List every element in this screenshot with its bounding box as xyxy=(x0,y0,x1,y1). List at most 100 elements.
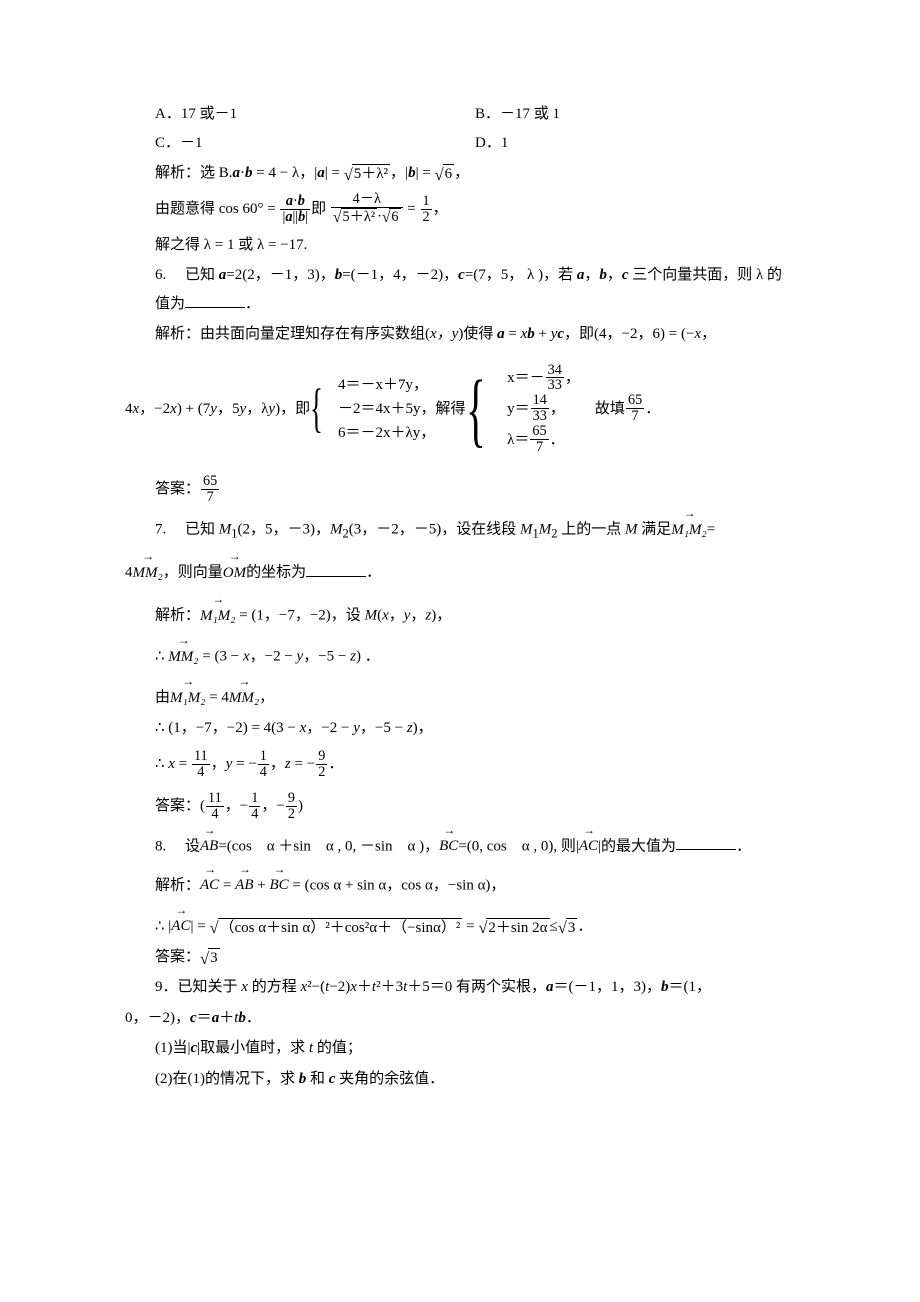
q7-sol4: ∴ (1，−7，−2) = 4(3 − x，−2 − y，−5 − z)， xyxy=(125,714,795,743)
t: = − xyxy=(232,756,256,772)
t: 由共面向量定理知存在有序实数组( xyxy=(200,326,430,342)
t: 7 xyxy=(201,490,219,505)
t: = (1，−7，−2)，设 xyxy=(235,608,364,624)
q6-sol1: 解析：由共面向量定理知存在有序实数组(x，y)使得 a = xb + yc，即(… xyxy=(125,320,795,349)
t: = xyxy=(505,326,521,342)
frac: a·b |a||b| xyxy=(280,194,310,225)
t: M xyxy=(219,522,232,538)
t: ，即(4，−2，6) = (− xyxy=(564,326,694,342)
t: ， xyxy=(410,608,425,624)
t: 5＋λ² xyxy=(341,208,378,226)
blank xyxy=(676,834,736,850)
t: 9 xyxy=(286,791,297,807)
q8-answer: 答案： 3 xyxy=(125,943,795,972)
t: =2(2，－1，3)， xyxy=(226,267,334,283)
t: a xyxy=(285,209,292,225)
q5-options-row2: C．－1 D．1 xyxy=(125,129,795,158)
t: ) ． xyxy=(356,649,380,665)
answer-label: 答案： xyxy=(155,797,200,814)
t: = (cos α + sin α，cos α，−sin α)， xyxy=(289,877,506,893)
q5-solution-3: 解之得 λ = 1 或 λ = −17. xyxy=(125,231,795,260)
t: ，λ xyxy=(246,395,268,424)
t: 6 xyxy=(389,208,400,226)
t: )， xyxy=(413,720,433,736)
t: =(0, cos α , 0), 则| xyxy=(458,838,579,854)
t: ＝(1， xyxy=(669,979,712,995)
t: ) + (7 xyxy=(177,395,210,424)
q7-sol5: ∴ x = 114，y = −14，z = −92． xyxy=(125,745,795,784)
t: b xyxy=(238,1010,246,1026)
t: 3 xyxy=(208,948,220,967)
sqrt: 5＋λ² xyxy=(344,164,390,183)
vec: M₁M₂ xyxy=(200,597,235,630)
t: y xyxy=(268,395,275,424)
t: (1)当| xyxy=(155,1040,191,1056)
t: 1 xyxy=(249,791,260,807)
t: 4 xyxy=(249,807,260,822)
t: y xyxy=(353,720,360,736)
t: = (3 − xyxy=(199,649,243,665)
t: ，−5 − xyxy=(360,720,407,736)
t: a xyxy=(497,326,505,342)
t: ²−( xyxy=(307,979,325,995)
t: = − xyxy=(291,756,315,772)
vec: M₁M₂ xyxy=(671,511,706,544)
t: ， xyxy=(389,608,404,624)
solution-label: 解析： xyxy=(155,325,200,342)
answer-label: 答案： xyxy=(155,948,200,965)
q5-solution-1: 解析：选 B.a·b = 4 − λ，|a| = 5＋λ²，|b| = 6， xyxy=(125,159,795,188)
q5-optD: D．1 xyxy=(475,129,795,158)
t: 8. 设 xyxy=(155,838,200,854)
vec: AB xyxy=(235,867,253,900)
t: ，5 xyxy=(217,395,240,424)
t: 的坐标为 xyxy=(246,565,306,581)
t: λ＝ xyxy=(507,432,529,449)
t: ， xyxy=(607,267,622,283)
t: 6. 已知 xyxy=(155,267,219,283)
t: x xyxy=(241,979,248,995)
t: x xyxy=(168,756,175,772)
t: ，− xyxy=(261,798,284,814)
q5-optB: B．－17 或 1 xyxy=(475,100,795,129)
t: | = xyxy=(325,165,344,181)
t: 9．已知关于 xyxy=(155,979,241,995)
vec: MM₂ xyxy=(133,554,163,587)
t: b xyxy=(298,193,305,209)
q8-sol1: 解析：AC = AB + BC = (cos α + sin α，cos α，−… xyxy=(125,867,795,900)
blank xyxy=(306,561,366,577)
t: 0，－2)， xyxy=(125,1010,190,1026)
t: x xyxy=(170,395,177,424)
t: ＋5＝0 有两个实根， xyxy=(407,979,546,995)
t: 14 xyxy=(531,393,549,409)
t: 4 xyxy=(192,765,210,780)
t: ) xyxy=(298,798,303,814)
t: x xyxy=(243,649,250,665)
q9-part1: (1)当|c|取最小值时，求 t 的值； xyxy=(125,1034,795,1063)
q9-part2: (2)在(1)的情况下，求 b 和 c 夹角的余弦值． xyxy=(125,1065,795,1094)
t: 4－λ xyxy=(331,192,403,208)
t: b xyxy=(408,165,416,181)
t: ， xyxy=(259,690,274,706)
t: 2 xyxy=(421,210,432,225)
t: −2) xyxy=(329,979,350,995)
t: 即 xyxy=(311,201,326,217)
vec: AB xyxy=(200,828,218,861)
t: )使得 xyxy=(458,326,497,342)
t: (2)在(1)的情况下，求 xyxy=(155,1071,299,1087)
t: ，−5 − xyxy=(303,649,350,665)
t: ，−2 xyxy=(139,395,170,424)
t: ＋ xyxy=(219,1010,234,1026)
t: c xyxy=(190,1010,197,1026)
t: 33 xyxy=(546,378,564,393)
t: b xyxy=(298,209,305,225)
vec: MM₂ xyxy=(229,679,259,712)
vec: MM₂ xyxy=(168,638,198,671)
t: 故填 xyxy=(580,395,625,424)
q7-sol1: 解析：M₁M₂ = (1，−7，−2)，设 M(x，y，z)， xyxy=(125,597,795,630)
t: 的方程 xyxy=(248,979,301,995)
t: 4 xyxy=(125,565,133,581)
t: 5＋λ² xyxy=(352,164,390,183)
t: |的最大值为 xyxy=(598,838,676,854)
t: a xyxy=(286,193,293,209)
t: )， xyxy=(431,608,451,624)
